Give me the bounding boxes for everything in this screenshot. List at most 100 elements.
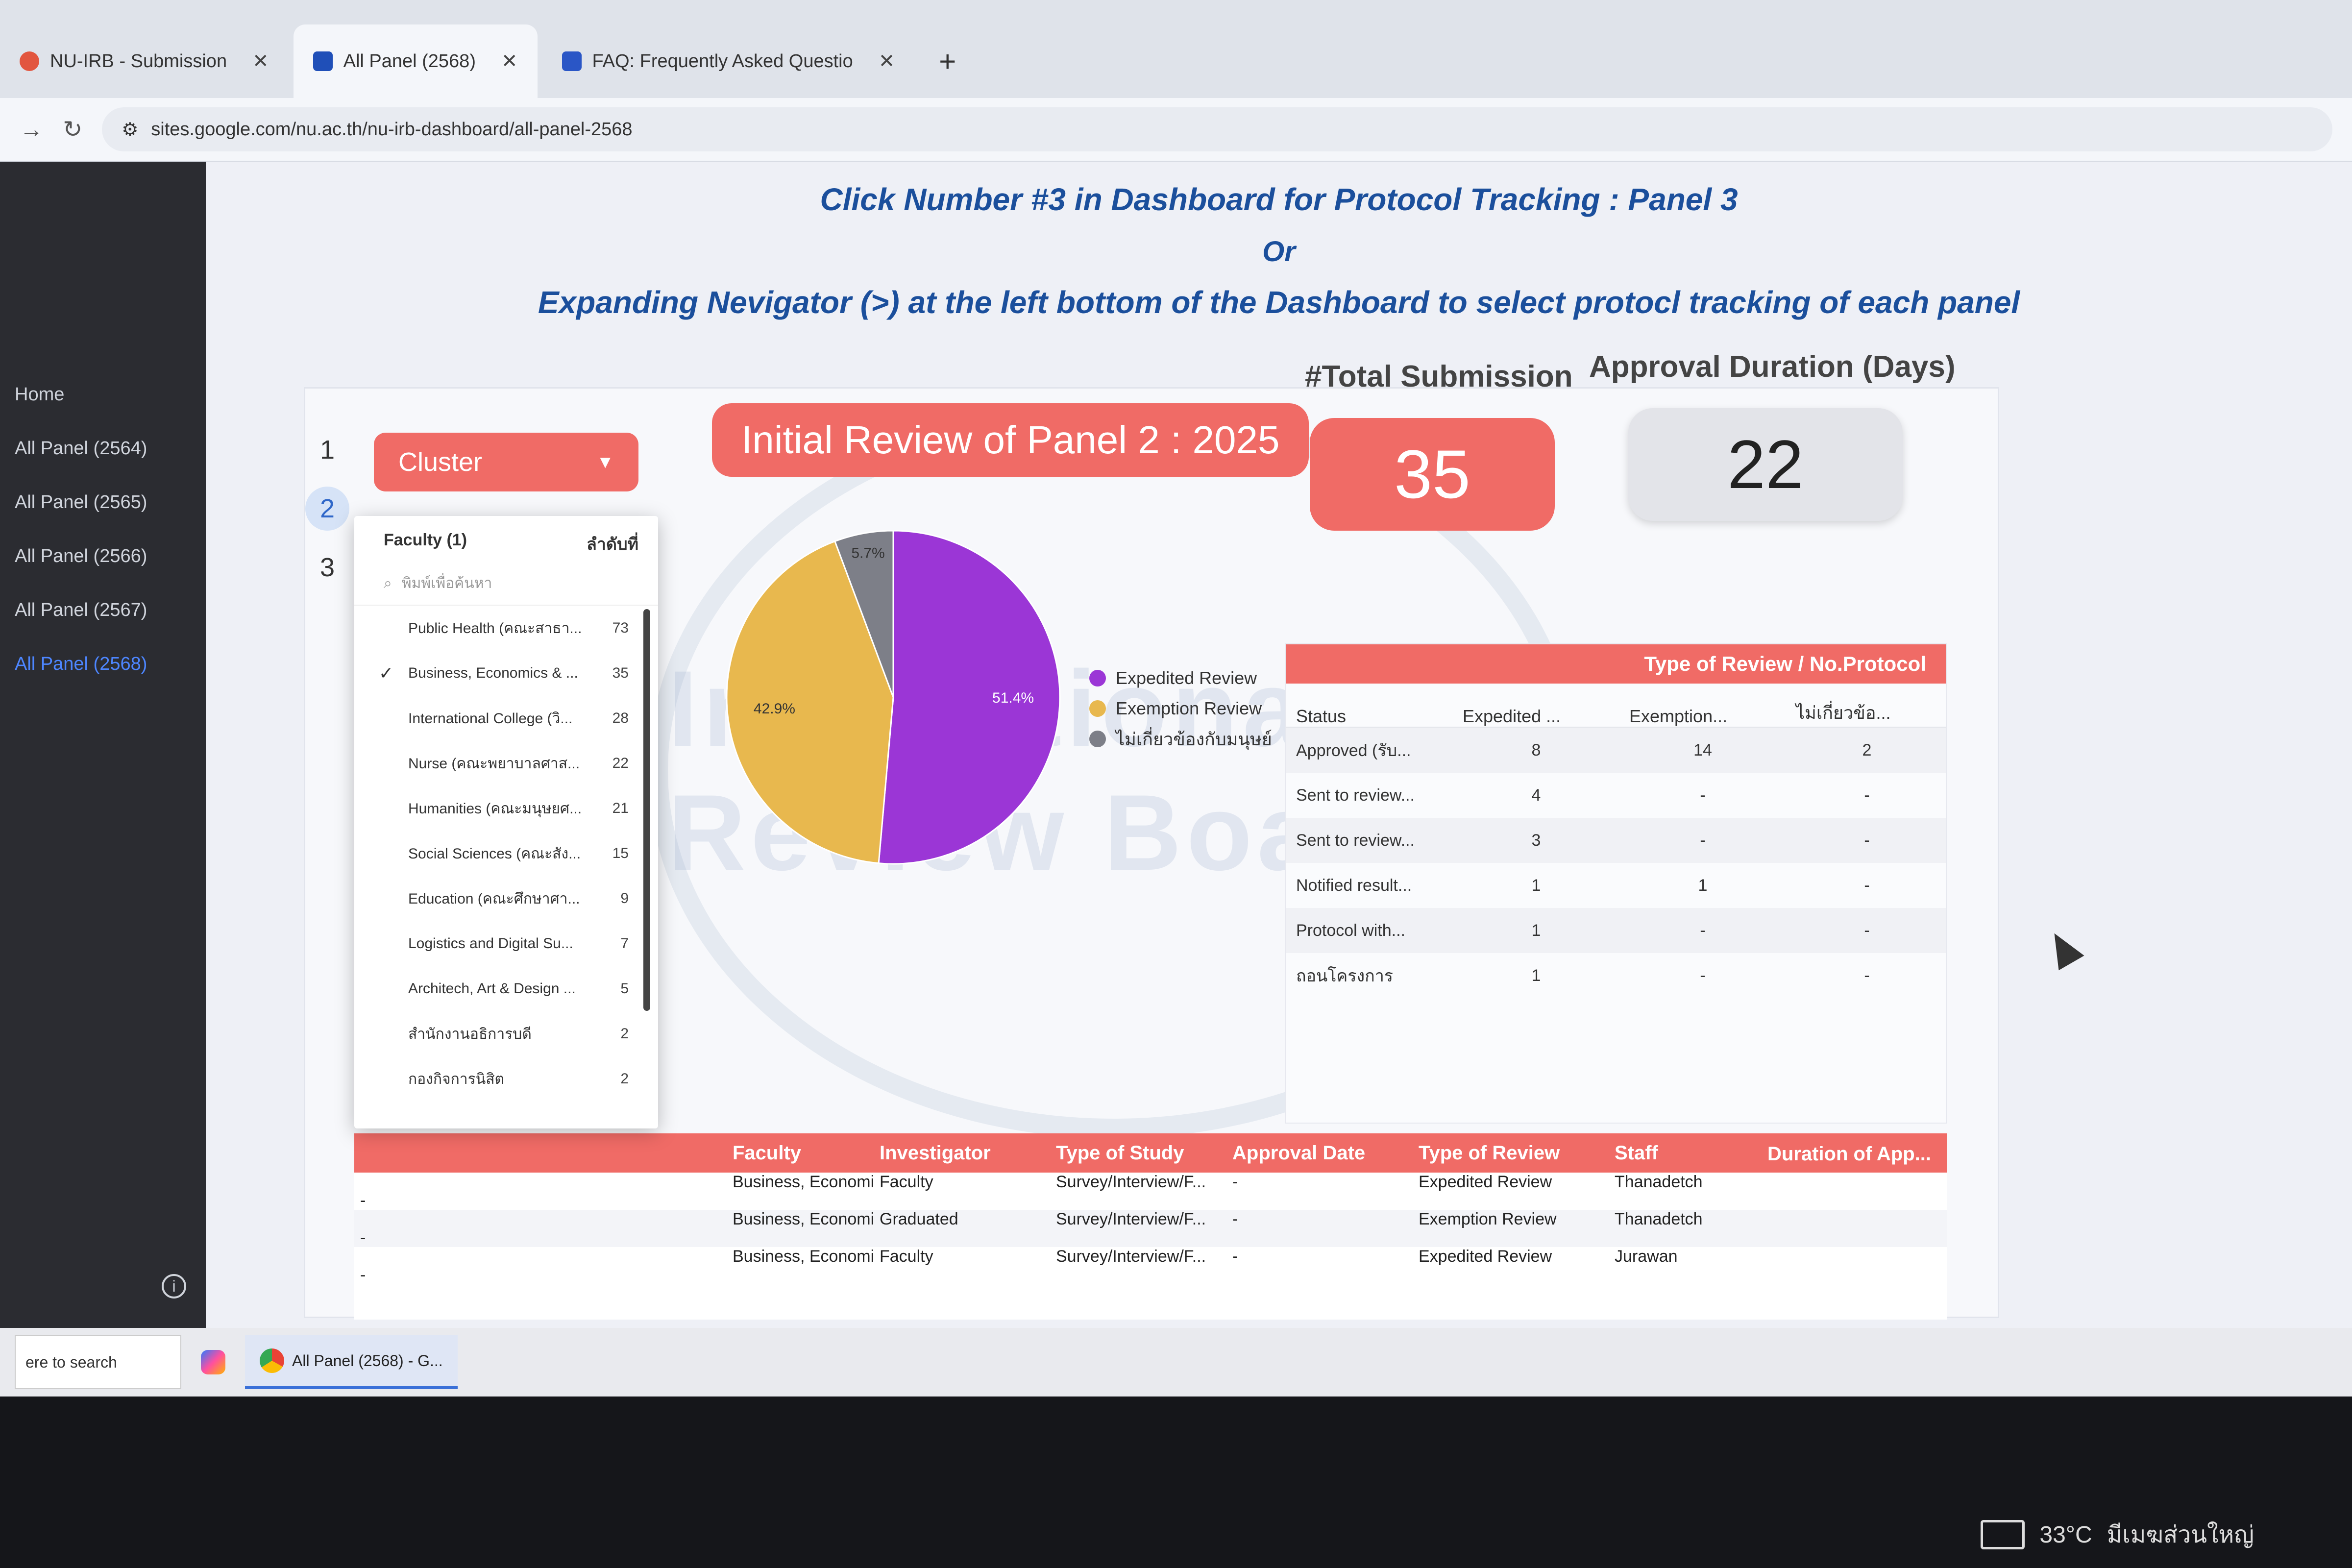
url-field[interactable]: ⚙ sites.google.com/nu.ac.th/nu-irb-dashb…: [102, 107, 2332, 151]
table-cell: 1: [1531, 921, 1541, 940]
column-header[interactable]: Type of Review: [1419, 1142, 1560, 1164]
reload-icon[interactable]: ↻: [63, 117, 83, 143]
column-header[interactable]: Status: [1296, 706, 1347, 726]
table-row[interactable]: Sent to review... 3 - -: [1286, 818, 1946, 863]
column-header[interactable]: Duration of App...: [1767, 1143, 1931, 1165]
search-input[interactable]: พิมพ์เพื่อค้นหา: [401, 575, 492, 591]
dropdown-option[interactable]: Nurse (คณะพยาบาลศาส... 22: [354, 741, 658, 786]
total-submission-value: 35: [1310, 418, 1555, 531]
dropdown-option[interactable]: Public Health (คณะสาธา... 73: [354, 606, 658, 651]
column-header[interactable]: Investigator: [880, 1142, 991, 1164]
dropdown-option[interactable]: International College (วิ... 28: [354, 696, 658, 741]
dropdown-scrollbar[interactable]: [643, 609, 650, 1011]
info-icon[interactable]: i: [162, 1274, 186, 1298]
sidebar-item-2565[interactable]: All Panel (2565): [15, 492, 147, 513]
table-cell: -: [1700, 785, 1706, 805]
column-header[interactable]: Approval Date: [1232, 1142, 1366, 1164]
taskbar-app-chrome[interactable]: All Panel (2568) - G...: [245, 1335, 458, 1389]
table-cell: ถอนโครงการ: [1296, 967, 1394, 985]
dropdown-option[interactable]: Logistics and Digital Su... 7: [354, 921, 658, 966]
page-3-button[interactable]: 3: [319, 553, 335, 582]
close-icon[interactable]: ✕: [501, 50, 518, 72]
table-row[interactable]: Business, Economi... Faculty Survey/Interv…: [354, 1247, 1947, 1284]
option-count: 15: [612, 845, 629, 861]
table-cell: 1: [1698, 876, 1708, 895]
legend-item[interactable]: Expedited Review: [1089, 663, 1272, 693]
pie-slice-label: 5.7%: [851, 545, 884, 562]
table-row[interactable]: Sent to review... 4 - -: [1286, 773, 1946, 818]
table-row[interactable]: Notified result... 1 1 -: [1286, 863, 1946, 908]
table-cell: -: [1864, 785, 1870, 805]
option-label: Social Sciences (คณะสัง...: [408, 845, 581, 862]
weather-text[interactable]: มีเมฆส่วนใหญ่: [2107, 1522, 2254, 1548]
copilot-icon[interactable]: [201, 1350, 225, 1374]
dropdown-search[interactable]: ⌕ พิมพ์เพื่อค้นหา: [354, 562, 658, 606]
new-tab-button[interactable]: +: [939, 45, 956, 78]
table-cell: -: [1700, 921, 1706, 940]
dashboard-embed: Institutional Review Board 1 2 3 Cluster…: [304, 350, 1999, 1320]
dropdown-option[interactable]: Humanities (คณะมนุษยศ... 21: [354, 786, 658, 831]
page-1-button[interactable]: 1: [319, 435, 335, 465]
sidebar-item-home[interactable]: Home: [15, 384, 65, 405]
column-header[interactable]: Faculty: [733, 1142, 802, 1164]
table-cell: Jurawan: [1615, 1247, 1678, 1266]
legend-swatch: [1089, 731, 1106, 747]
table-cell: 3: [1531, 831, 1541, 850]
page-2-button[interactable]: 2: [305, 487, 349, 531]
pie-slice[interactable]: [878, 530, 1061, 865]
dropdown-option[interactable]: Social Sciences (คณะสัง... 15: [354, 831, 658, 876]
table-row[interactable]: Protocol with... 1 - -: [1286, 908, 1946, 953]
dropdown-header-label[interactable]: Faculty (1): [384, 531, 467, 549]
pie-slice[interactable]: [726, 540, 894, 864]
pie-slice-label: 42.9%: [754, 701, 795, 717]
option-label: Humanities (คณะมนุษยศ...: [408, 800, 582, 817]
table-cell: Expedited Review: [1419, 1247, 1552, 1266]
taskbar-search[interactable]: ere to search: [15, 1335, 181, 1389]
faq-favicon-icon: [562, 51, 582, 71]
table-row[interactable]: ถอนโครงการ 1 - -: [1286, 953, 1946, 998]
sidebar-item-2564[interactable]: All Panel (2564): [15, 438, 147, 459]
browser-tabbar: NU-IRB - Submission ✕ All Panel (2568) ✕…: [0, 0, 2352, 98]
table-row[interactable]: Business, Economi... Graduated Survey/Inte…: [354, 1210, 1947, 1247]
site-info-icon[interactable]: ⚙: [122, 119, 139, 140]
option-count: 9: [620, 890, 629, 906]
forward-icon[interactable]: →: [20, 116, 43, 143]
table-row[interactable]: Business, Economi... Faculty Survey/Interv…: [354, 1173, 1947, 1210]
column-header[interactable]: ไม่เกี่ยวข้อ...: [1796, 703, 1891, 723]
column-header[interactable]: Expedited ...: [1463, 706, 1561, 726]
legend-item[interactable]: Exemption Review: [1089, 693, 1272, 724]
table-cell: Thanadetch: [1615, 1209, 1703, 1228]
chrome-icon: [260, 1348, 284, 1373]
temperature[interactable]: 33°C: [2039, 1521, 2092, 1548]
tab-nu-irb[interactable]: NU-IRB - Submission ✕: [0, 24, 289, 98]
tab-all-panel[interactable]: All Panel (2568) ✕: [293, 24, 538, 98]
sidebar-item-2567[interactable]: All Panel (2567): [15, 600, 147, 620]
legend-label: ไม่เกี่ยวข้องกับมนุษย์: [1116, 729, 1272, 749]
dropdown-option[interactable]: Education (คณะศึกษาศา... 9: [354, 876, 658, 921]
pie-slice[interactable]: [833, 530, 894, 698]
legend-item[interactable]: ไม่เกี่ยวข้องกับมนุษย์: [1089, 724, 1272, 754]
google-sites-favicon-icon: [313, 51, 333, 71]
approval-duration-value: 22: [1628, 408, 1903, 521]
table-row[interactable]: Approved (รับ... 8 14 2: [1286, 728, 1946, 773]
os-taskbar: ere to search All Panel (2568) - G...: [0, 1328, 2352, 1396]
dropdown-option[interactable]: กองกิจการนิสิต 2: [354, 1056, 658, 1102]
column-header[interactable]: Exemption...: [1629, 706, 1728, 726]
sidebar-item-2566[interactable]: All Panel (2566): [15, 546, 147, 566]
close-icon[interactable]: ✕: [252, 50, 269, 72]
table-cell: Notified result...: [1296, 876, 1412, 895]
table-cell: 2: [1862, 740, 1872, 760]
dropdown-option[interactable]: ✓ Business, Economics & ... 35: [354, 651, 658, 696]
column-header[interactable]: Staff: [1615, 1142, 1658, 1164]
dropdown-option[interactable]: Architech, Art & Design ... 5: [354, 966, 658, 1011]
table-cell: Exemption Review: [1419, 1209, 1557, 1228]
sidebar-item-2568[interactable]: All Panel (2568): [15, 654, 147, 674]
table-cell: Business, Economi...: [733, 1247, 874, 1266]
cluster-dropdown[interactable]: Cluster ▼: [374, 433, 638, 491]
close-icon[interactable]: ✕: [878, 50, 895, 72]
tab-faq[interactable]: FAQ: Frequently Asked Questio ✕: [542, 24, 915, 98]
dropdown-option[interactable]: สำนักงานอธิการบดี 2: [354, 1011, 658, 1056]
dropdown-header-sort[interactable]: ลำดับที่: [586, 535, 638, 554]
column-header[interactable]: Type of Study: [1056, 1142, 1184, 1164]
widgets-icon[interactable]: [1981, 1520, 2025, 1549]
